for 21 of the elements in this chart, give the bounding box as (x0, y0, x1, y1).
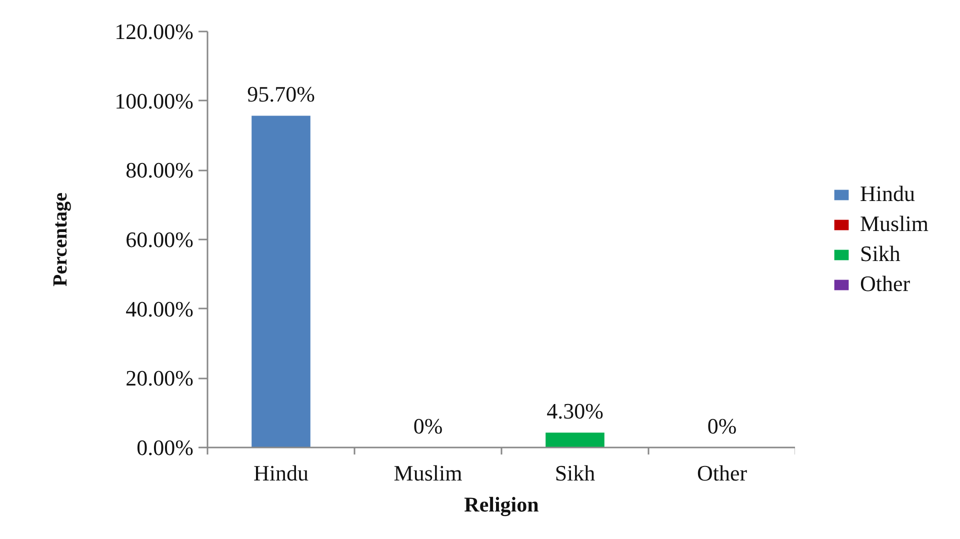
legend-label: Muslim (860, 211, 928, 237)
legend-label: Sikh (860, 241, 900, 267)
data-label: 95.70% (247, 82, 315, 107)
x-tick-label: Hindu (254, 460, 308, 486)
y-tick-label: 80.00% (126, 158, 194, 183)
data-label: 0% (707, 414, 737, 438)
data-label: 4.30% (546, 398, 604, 424)
y-axis-title: Percentage (50, 192, 72, 287)
y-tick-label: 120.00% (114, 19, 194, 44)
x-tick-label: Sikh (554, 460, 596, 486)
y-tick-label: 40.00% (126, 296, 194, 322)
x-tick-label: Muslim (394, 460, 462, 486)
legend-label: Hindu (860, 181, 915, 207)
x-tick-label: Other (696, 460, 748, 486)
y-tick-label: 100.00% (114, 88, 194, 114)
data-label: 0% (413, 414, 443, 438)
x-axis-title: Religion (464, 492, 540, 516)
legend-label: Other (860, 271, 910, 297)
y-tick-label: 0.00% (136, 435, 194, 460)
y-tick-label: 20.00% (126, 366, 194, 391)
y-tick-label: 60.00% (126, 227, 194, 252)
